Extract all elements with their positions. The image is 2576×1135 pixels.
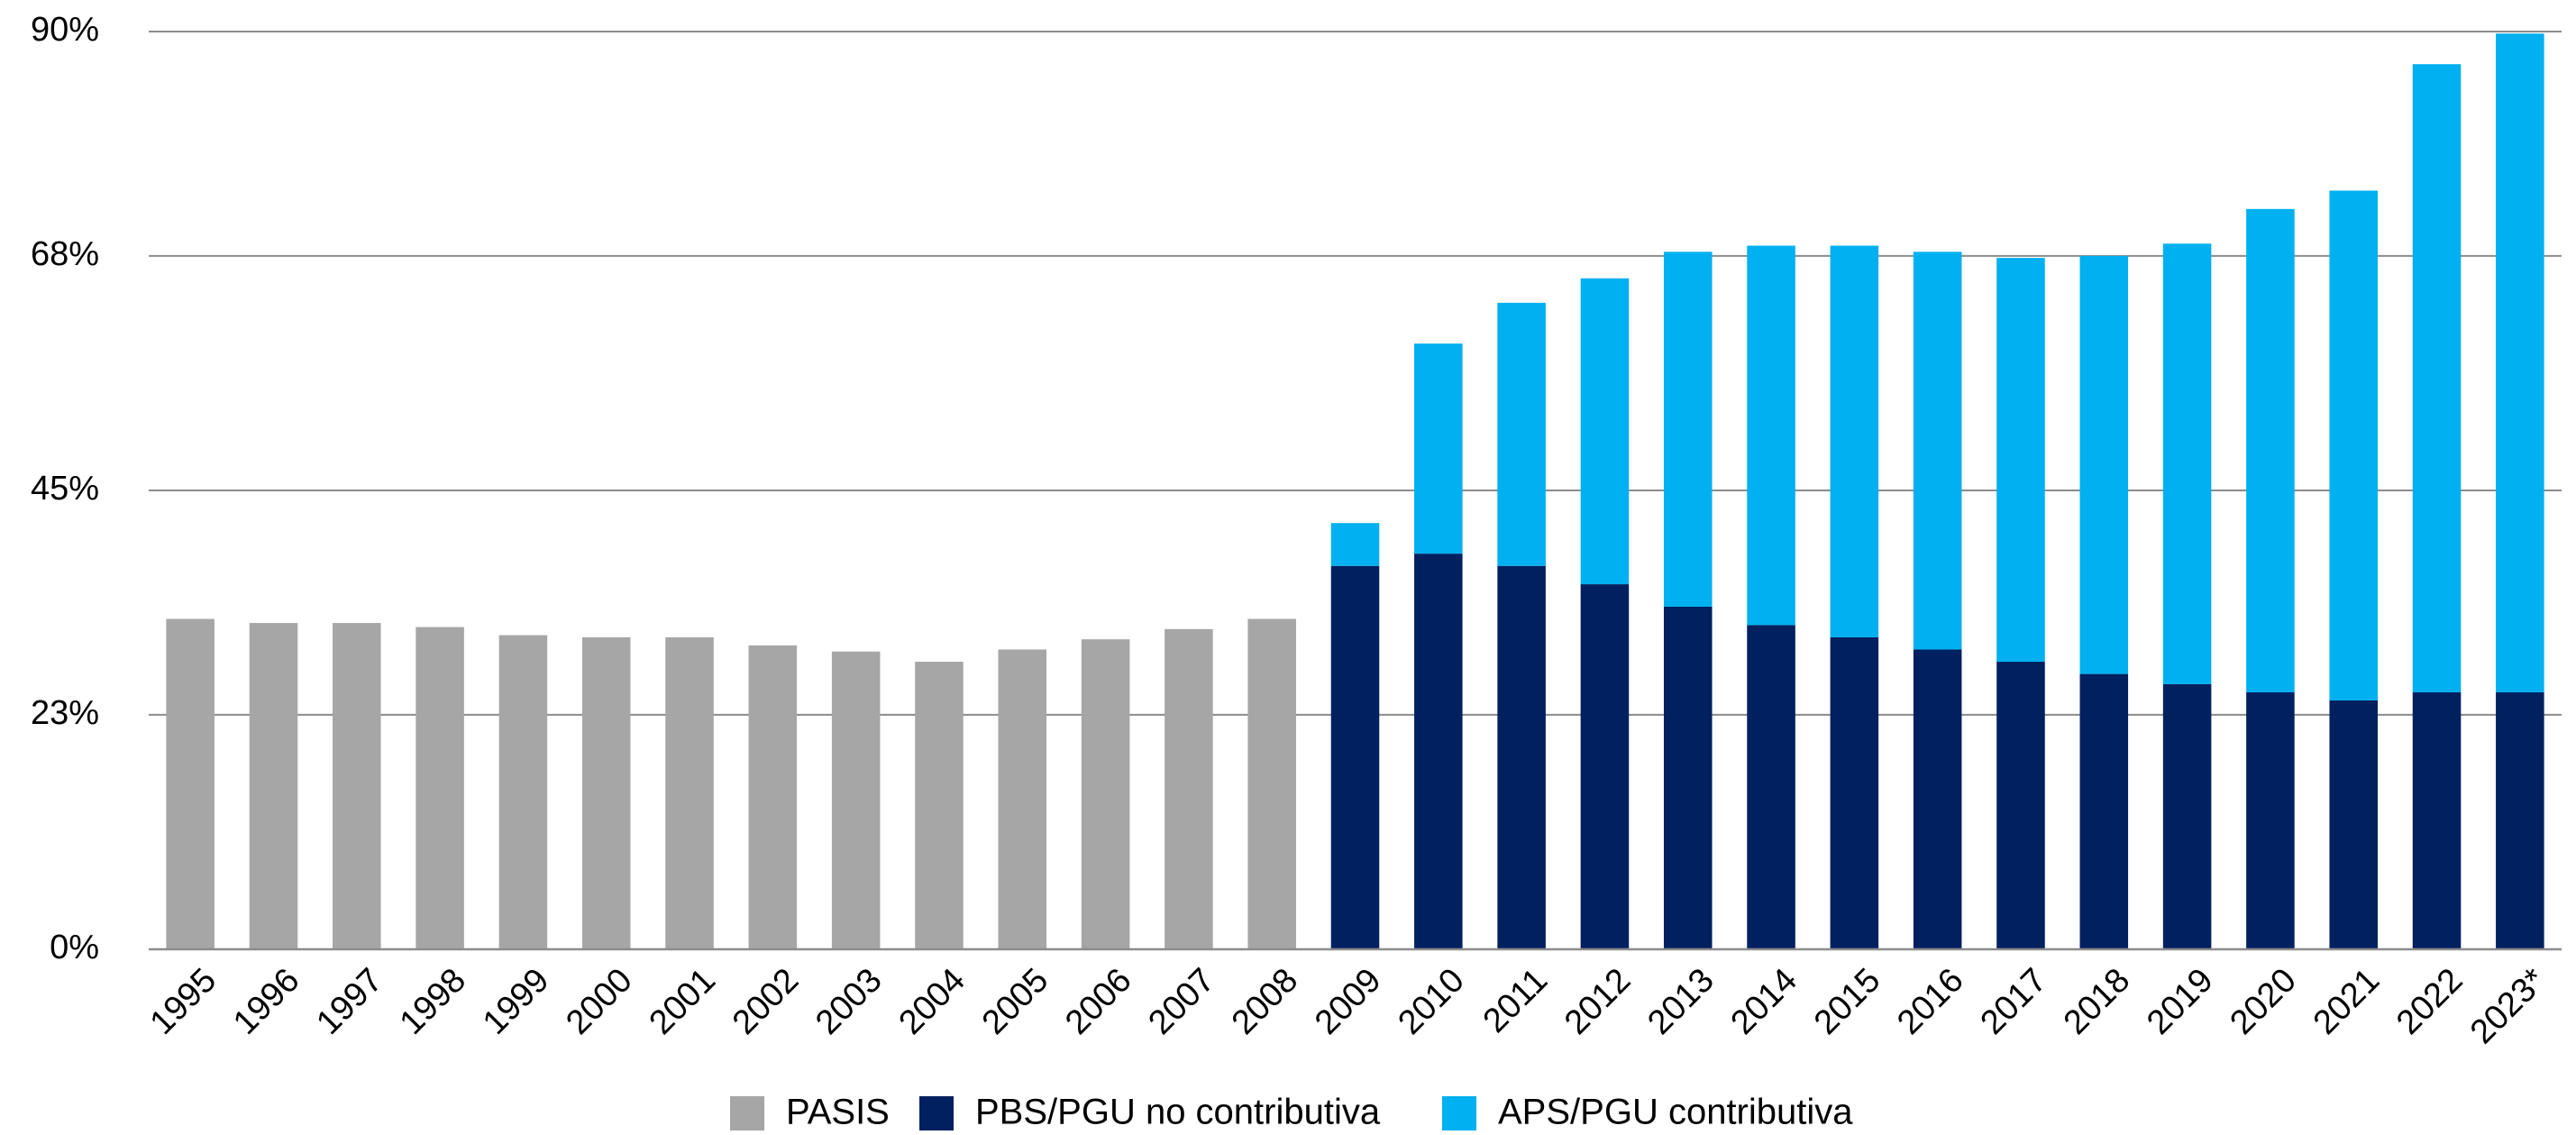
- x-tick-label: 2000: [559, 961, 639, 1041]
- bar-segment: [1913, 649, 1962, 949]
- bar-segment: [166, 618, 215, 949]
- x-tick-label: 2002: [726, 961, 806, 1041]
- bar-segment: [1663, 606, 1713, 949]
- bar-segment: [581, 636, 631, 949]
- x-tick-label: 2015: [1807, 961, 1887, 1041]
- legend-swatch: [919, 1096, 954, 1130]
- bar-segment: [1081, 639, 1130, 949]
- bar-segment: [2412, 64, 2462, 692]
- legend-swatch: [1442, 1096, 1476, 1130]
- bar-segment: [2246, 208, 2295, 692]
- x-tick-label: 2001: [643, 961, 723, 1041]
- bar-segment: [1165, 628, 1213, 949]
- bar-segment: [748, 645, 798, 949]
- x-tick-label: 2012: [1557, 961, 1638, 1041]
- x-tick-label: 1999: [476, 961, 556, 1041]
- x-tick-label: 1995: [143, 961, 224, 1041]
- x-tick-label: 2016: [1890, 961, 1970, 1041]
- x-tick-label: 2013: [1640, 961, 1721, 1041]
- bar-segment: [2412, 691, 2462, 949]
- y-tick-label: 45%: [31, 470, 99, 508]
- bar-segment: [2496, 691, 2544, 949]
- x-tick-label: 2006: [1058, 961, 1138, 1041]
- x-tick-label: 2003: [808, 961, 889, 1041]
- x-tick-label: 1996: [226, 961, 306, 1041]
- y-axis-tick-labels: 0% 23% 45% 68% 90%: [31, 11, 99, 966]
- legend-label: PBS/PGU no contributiva: [975, 1093, 1381, 1132]
- bar-segment: [2162, 243, 2212, 684]
- legend-label: PASIS: [786, 1093, 890, 1132]
- bar-segment: [2162, 683, 2212, 949]
- bar-segment: [1414, 343, 1463, 554]
- bar-segment: [1330, 523, 1380, 566]
- x-tick-label: 2007: [1141, 961, 1221, 1041]
- x-axis-tick-labels: 1995 1996 1997 1998 1999 2000 2001 2002 2003 2004…: [143, 961, 2553, 1051]
- bar-segment: [1414, 554, 1463, 949]
- bar-segment: [1913, 252, 1962, 650]
- bar-segment: [249, 623, 298, 949]
- x-tick-label: 2010: [1391, 961, 1471, 1041]
- x-tick-label: 1998: [393, 961, 473, 1041]
- legend-label: APS/PGU contributiva: [1498, 1093, 1853, 1132]
- bar-segment: [1580, 584, 1630, 949]
- y-tick-label: 68%: [31, 235, 99, 273]
- bar-segment: [2079, 255, 2129, 674]
- x-tick-label: 2008: [1225, 961, 1305, 1041]
- x-tick-label: 2005: [975, 961, 1055, 1041]
- bar-segment: [1996, 258, 2045, 663]
- bar-segment: [2246, 691, 2295, 949]
- bar-segment: [1330, 565, 1380, 949]
- y-tick-label: 0%: [50, 929, 99, 966]
- bar-segment: [1580, 278, 1630, 585]
- x-tick-label: 1997: [309, 961, 389, 1041]
- x-tick-label: 2014: [1724, 961, 1804, 1041]
- x-tick-label: 2017: [1974, 961, 2054, 1041]
- bar-segment: [416, 627, 464, 949]
- y-tick-label: 23%: [31, 694, 99, 732]
- x-tick-label: 2021: [2307, 961, 2387, 1041]
- bar-segment: [1996, 662, 2045, 949]
- bar-segment: [2329, 190, 2378, 701]
- x-tick-label: 2009: [1308, 961, 1388, 1041]
- bar-segment: [1830, 245, 1879, 637]
- bar-segment: [1830, 636, 1879, 949]
- x-tick-label: 2019: [2140, 961, 2220, 1041]
- x-tick-label: 2018: [2057, 961, 2137, 1041]
- bar-segment: [831, 651, 881, 949]
- bars: [166, 33, 2544, 949]
- x-tick-label: 2011: [1476, 961, 1555, 1039]
- bar-segment: [2329, 700, 2378, 949]
- bar-segment: [498, 635, 548, 949]
- bar-segment: [1497, 302, 1546, 566]
- x-tick-label: 2023*: [2463, 961, 2553, 1051]
- bar-segment: [1747, 625, 1795, 949]
- bar-segment: [2079, 673, 2129, 949]
- x-tick-label: 2022: [2389, 961, 2470, 1041]
- bar-segment: [1663, 252, 1713, 607]
- bar-segment: [2496, 33, 2544, 692]
- legend-swatch: [730, 1096, 764, 1130]
- x-tick-label: 2004: [892, 961, 973, 1041]
- bar-segment: [1497, 565, 1546, 949]
- y-tick-label: 90%: [31, 11, 99, 49]
- bar-segment: [998, 649, 1047, 949]
- x-tick-label: 2020: [2223, 961, 2303, 1041]
- legend: PASIS PBS/PGU no contributiva APS/PGU cont…: [730, 1093, 1853, 1132]
- bar-segment: [915, 662, 964, 949]
- bar-segment: [1747, 245, 1795, 626]
- bar-segment: [1247, 618, 1296, 949]
- bar-segment: [665, 636, 714, 949]
- bar-segment: [333, 623, 381, 949]
